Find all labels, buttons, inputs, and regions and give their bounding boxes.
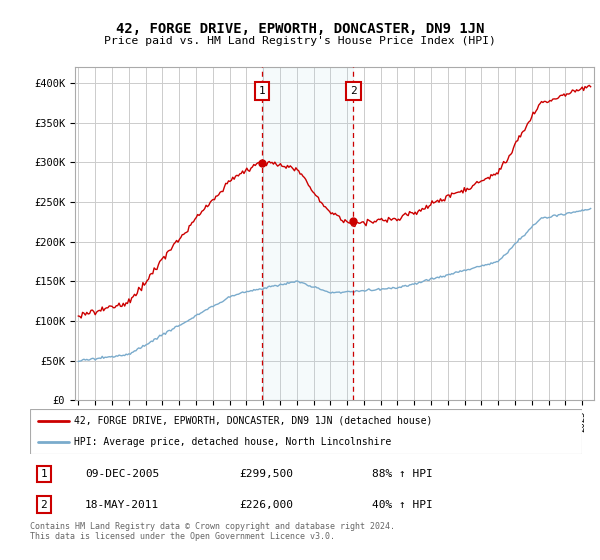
Text: 42, FORGE DRIVE, EPWORTH, DONCASTER, DN9 1JN (detached house): 42, FORGE DRIVE, EPWORTH, DONCASTER, DN9…	[74, 416, 433, 426]
Text: 42, FORGE DRIVE, EPWORTH, DONCASTER, DN9 1JN: 42, FORGE DRIVE, EPWORTH, DONCASTER, DN9…	[116, 22, 484, 36]
Text: Price paid vs. HM Land Registry's House Price Index (HPI): Price paid vs. HM Land Registry's House …	[104, 36, 496, 46]
Text: £226,000: £226,000	[240, 500, 294, 510]
Text: 2: 2	[350, 86, 357, 96]
Text: 09-DEC-2005: 09-DEC-2005	[85, 469, 160, 479]
Text: 88% ↑ HPI: 88% ↑ HPI	[372, 469, 433, 479]
Text: 1: 1	[259, 86, 265, 96]
Text: 18-MAY-2011: 18-MAY-2011	[85, 500, 160, 510]
Text: £299,500: £299,500	[240, 469, 294, 479]
Bar	[262, 67, 353, 400]
Text: 40% ↑ HPI: 40% ↑ HPI	[372, 500, 433, 510]
Text: Contains HM Land Registry data © Crown copyright and database right 2024.
This d: Contains HM Land Registry data © Crown c…	[30, 522, 395, 542]
Text: HPI: Average price, detached house, North Lincolnshire: HPI: Average price, detached house, Nort…	[74, 436, 391, 446]
FancyBboxPatch shape	[30, 409, 582, 454]
Text: 1: 1	[40, 469, 47, 479]
Text: 2: 2	[40, 500, 47, 510]
